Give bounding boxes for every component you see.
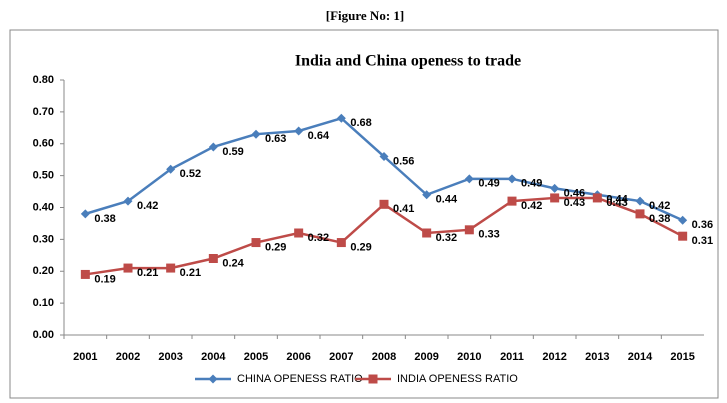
data-label: 0.41	[393, 203, 414, 215]
data-label: 0.38	[94, 213, 115, 225]
y-tick-label: 0.70	[33, 106, 54, 118]
y-tick-label: 0.00	[33, 329, 54, 341]
point	[251, 238, 261, 248]
data-label: 0.21	[137, 267, 158, 279]
point	[507, 196, 517, 206]
legend-label: CHINA OPENESS RATIO	[237, 373, 363, 385]
point	[208, 142, 218, 152]
y-tick-label: 0.20	[33, 265, 54, 277]
y-tick-label: 0.50	[33, 170, 54, 182]
point	[422, 190, 432, 200]
x-tick-label: 2009	[414, 351, 438, 363]
point	[678, 215, 688, 225]
data-label: 0.56	[393, 155, 414, 167]
point	[251, 129, 261, 139]
point	[678, 231, 688, 241]
data-label: 0.42	[137, 200, 158, 212]
point	[635, 209, 645, 219]
point	[123, 263, 133, 273]
data-label: 0.32	[308, 232, 329, 244]
data-label: 0.19	[94, 273, 115, 285]
y-tick-label: 0.30	[33, 233, 54, 245]
data-label: 0.29	[265, 241, 286, 253]
point	[379, 199, 389, 209]
point	[422, 228, 432, 238]
x-tick-label: 2015	[670, 351, 694, 363]
y-tick-label: 0.10	[33, 297, 54, 309]
point	[550, 193, 560, 203]
data-label: 0.29	[350, 241, 371, 253]
data-label: 0.36	[692, 219, 713, 231]
x-tick-label: 2012	[542, 351, 566, 363]
point	[464, 174, 474, 184]
x-tick-label: 2011	[500, 351, 524, 363]
point	[507, 174, 517, 184]
point	[336, 238, 346, 248]
point	[123, 196, 133, 206]
data-label: 0.21	[180, 267, 201, 279]
data-label: 0.42	[521, 200, 542, 212]
legend-label: INDIA OPENESS RATIO	[397, 373, 518, 385]
point	[379, 152, 389, 161]
data-label: 0.38	[649, 213, 670, 225]
point	[635, 196, 645, 206]
point	[80, 269, 90, 279]
y-tick-label: 0.80	[33, 74, 54, 86]
data-label: 0.64	[308, 130, 330, 142]
data-label: 0.59	[222, 146, 243, 158]
x-tick-label: 2008	[372, 351, 396, 363]
data-label: 0.52	[180, 168, 201, 180]
data-label: 0.44	[436, 194, 458, 206]
point	[294, 126, 304, 136]
x-tick-label: 2013	[585, 351, 609, 363]
point	[80, 209, 90, 219]
point	[336, 113, 346, 123]
point	[464, 225, 474, 235]
data-label: 0.43	[564, 197, 585, 209]
point	[166, 263, 176, 273]
data-label: 0.42	[649, 200, 670, 212]
point	[208, 254, 218, 263]
data-label: 0.49	[521, 178, 542, 190]
chart-title: India and China openess to trade	[295, 53, 521, 70]
x-tick-label: 2006	[286, 351, 310, 363]
data-label: 0.33	[478, 229, 499, 241]
figure-caption: [Figure No: 1]	[326, 8, 404, 23]
point	[592, 193, 602, 203]
point	[166, 164, 176, 174]
data-label: 0.43	[606, 197, 627, 209]
data-label: 0.46	[564, 187, 585, 199]
data-label: 0.32	[436, 232, 457, 244]
data-label: 0.24	[222, 257, 244, 269]
x-tick-label: 2004	[201, 351, 226, 363]
x-tick-label: 2003	[158, 351, 182, 363]
y-tick-label: 0.60	[33, 138, 54, 150]
data-label: 0.63	[265, 133, 286, 145]
point	[368, 374, 378, 384]
x-tick-label: 2002	[116, 351, 140, 363]
y-tick-label: 0.40	[33, 201, 54, 213]
data-label: 0.68	[350, 117, 371, 129]
chart-border	[9, 29, 719, 399]
x-tick-label: 2007	[329, 351, 353, 363]
series-line	[85, 196, 684, 276]
point	[208, 374, 218, 384]
x-tick-label: 2001	[73, 351, 97, 363]
point	[294, 228, 304, 238]
point	[550, 183, 560, 193]
data-label: 0.31	[692, 235, 713, 247]
data-label: 0.49	[478, 178, 499, 190]
x-tick-label: 2005	[244, 351, 268, 363]
x-tick-label: 2014	[628, 351, 653, 363]
x-tick-label: 2010	[457, 351, 481, 363]
